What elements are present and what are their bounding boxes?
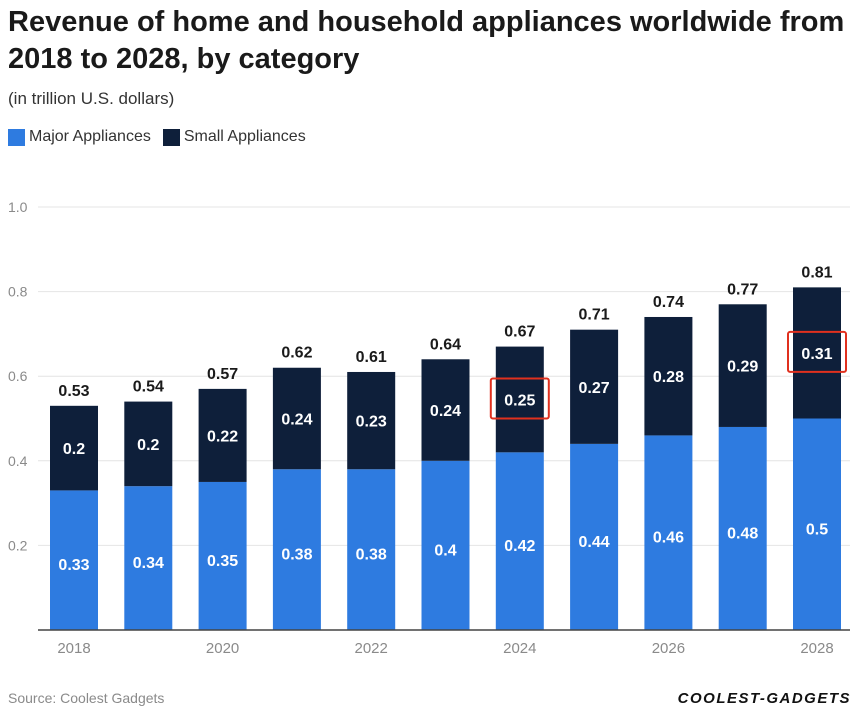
- y-tick-label: 0.8: [8, 284, 28, 300]
- data-label-major: 0.42: [504, 538, 535, 555]
- source-note: Source: Coolest Gadgets: [8, 690, 165, 706]
- bar-small: [198, 388, 247, 482]
- bar-small: [718, 304, 767, 427]
- bar-major: [570, 443, 619, 630]
- data-label-small: 0.24: [281, 412, 312, 429]
- chart-subtitle: (in trillion U.S. dollars): [8, 89, 175, 108]
- legend-swatch-small: [162, 128, 180, 146]
- bar-major: [347, 469, 396, 630]
- bar-major: [421, 460, 470, 630]
- highlight-box: [489, 377, 550, 420]
- data-label-total: 0.62: [281, 345, 312, 362]
- bar-small: [570, 329, 619, 444]
- y-tick-label: 0.2: [8, 537, 28, 553]
- data-label-small: 0.23: [356, 414, 387, 431]
- data-label-total: 0.57: [207, 366, 238, 383]
- data-label-major: 0.46: [653, 530, 684, 547]
- data-label-total: 0.71: [579, 307, 610, 324]
- data-label-small: 0.25: [504, 392, 535, 409]
- data-label-small: 0.22: [207, 428, 238, 445]
- highlight-box: [787, 330, 847, 373]
- x-tick-label: 2022: [355, 640, 388, 657]
- data-label-small: 0.31: [801, 346, 832, 363]
- data-label-small: 0.27: [579, 380, 610, 397]
- legend-item-major: Major Appliances: [8, 128, 151, 146]
- data-label-total: 0.67: [504, 324, 535, 341]
- bar-major: [718, 426, 767, 630]
- bar-small: [495, 346, 544, 453]
- bar-major: [124, 486, 173, 630]
- legend-swatch-major: [8, 128, 25, 146]
- data-label-small: 0.2: [63, 441, 85, 458]
- legend-label-major: Major Appliances: [29, 128, 151, 145]
- bar-small: [644, 316, 693, 436]
- x-tick-label: 2018: [57, 640, 90, 657]
- data-label-major: 0.33: [58, 557, 89, 574]
- data-label-total: 0.64: [430, 336, 461, 353]
- legend-item-small: Small Appliances: [162, 128, 306, 146]
- x-tick-label: 2026: [652, 640, 685, 657]
- bar-small: [124, 401, 173, 487]
- data-label-major: 0.38: [356, 547, 387, 564]
- data-label-small: 0.28: [653, 369, 684, 386]
- bar-major: [644, 435, 693, 630]
- x-tick-label: 2024: [503, 640, 536, 657]
- bar-major: [198, 481, 247, 630]
- x-tick-label: 2028: [800, 640, 833, 657]
- legend: Major Appliances Small Appliances: [8, 128, 306, 146]
- x-tick-label: 2020: [206, 640, 239, 657]
- legend-label-small: Small Appliances: [183, 128, 306, 145]
- bar-small: [50, 405, 98, 491]
- data-label-small: 0.24: [430, 403, 461, 420]
- y-tick-label: 0.6: [8, 368, 28, 384]
- bar-small: [793, 287, 841, 419]
- data-label-small: 0.2: [137, 437, 159, 454]
- chart-title: Revenue of home and household appliances…: [8, 6, 845, 75]
- bar-major: [50, 490, 98, 630]
- y-tick-label: 1.0: [8, 199, 28, 215]
- data-label-total: 0.77: [727, 281, 758, 298]
- data-label-major: 0.35: [207, 553, 238, 570]
- y-tick-label: 0.4: [8, 453, 28, 469]
- bar-small: [272, 367, 321, 470]
- bar-small: [347, 371, 396, 470]
- bar-small: [421, 359, 470, 461]
- data-label-total: 0.53: [58, 383, 89, 400]
- data-label-total: 0.74: [653, 294, 684, 311]
- data-label-small: 0.29: [727, 359, 758, 376]
- data-label-major: 0.34: [133, 555, 164, 572]
- bar-major: [495, 452, 544, 630]
- bar-major: [272, 469, 321, 630]
- data-label-major: 0.48: [727, 525, 758, 542]
- data-label-total: 0.54: [133, 379, 164, 396]
- data-label-major: 0.4: [434, 542, 456, 559]
- data-label-major: 0.5: [806, 521, 828, 538]
- bar-major: [793, 418, 841, 630]
- data-label-total: 0.61: [356, 349, 387, 366]
- brand-logo: COOLEST-GADGETS: [677, 690, 851, 707]
- data-label-total: 0.81: [801, 264, 832, 281]
- data-label-major: 0.38: [281, 547, 312, 564]
- data-label-major: 0.44: [579, 534, 610, 551]
